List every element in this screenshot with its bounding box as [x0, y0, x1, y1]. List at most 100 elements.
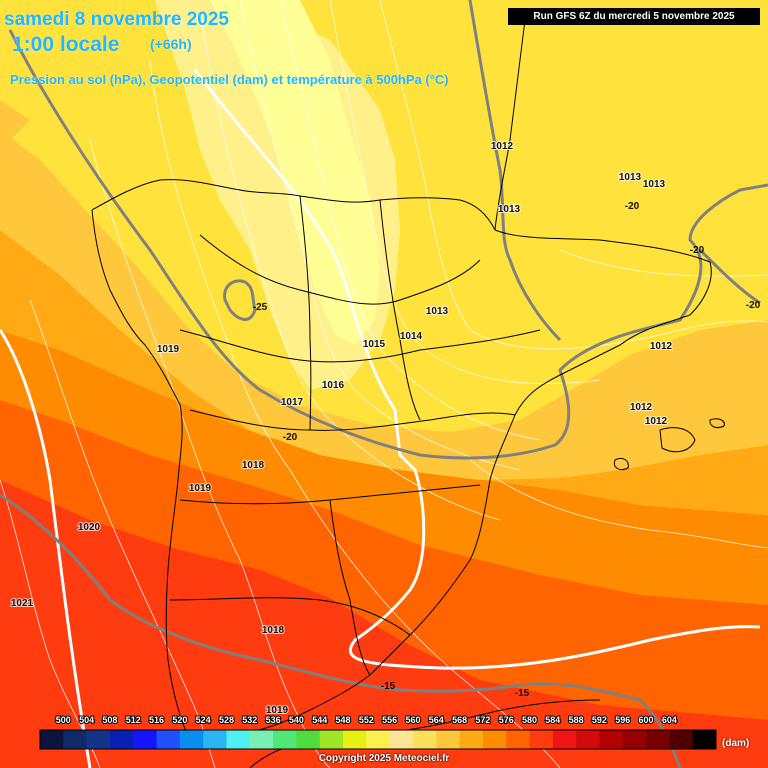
inner-border-3 — [189, 409, 516, 431]
legend-swatch — [482, 730, 507, 749]
isobar-1012-south — [469, 459, 768, 549]
legend-tick-label: 596 — [615, 715, 630, 725]
legend-swatch — [296, 730, 321, 749]
legend-tick-label: 588 — [569, 715, 584, 725]
pressure-label: 1019 — [189, 483, 212, 494]
temperature-label: -20 — [283, 432, 298, 443]
legend-tick-label: 548 — [336, 715, 351, 725]
legend-swatch — [576, 730, 600, 749]
legend-tick-label: 524 — [196, 715, 211, 725]
pressure-label: 1012 — [650, 341, 673, 352]
legend-swatch — [389, 730, 414, 749]
pressure-label: 1013 — [643, 179, 666, 190]
pressure-label: 1021 — [11, 598, 34, 609]
legend-tick-label: 504 — [79, 715, 94, 725]
geopotential-contour-north — [193, 69, 761, 670]
legend-swatch — [529, 730, 554, 749]
legend-swatch — [506, 730, 531, 749]
inner-border-8 — [329, 499, 371, 676]
legend-tick-label: 572 — [475, 715, 490, 725]
legend-swatch — [226, 730, 251, 749]
band-572-left — [0, 230, 768, 515]
legend-tick-label: 532 — [242, 715, 257, 725]
forecast-lead-time: (+66h) — [150, 36, 192, 52]
legend-tick-label: 516 — [149, 715, 164, 725]
pressure-label: 1013 — [619, 172, 642, 183]
legend-tick-label: 528 — [219, 715, 234, 725]
legend-tick-label: 600 — [639, 715, 654, 725]
geopotential-contours — [0, 69, 761, 768]
isobar-1020 — [29, 299, 216, 768]
legend-swatch — [86, 730, 111, 749]
pressure-label: 1018 — [262, 625, 285, 636]
legend-tick-label: 580 — [522, 715, 537, 725]
legend-tick-label: 556 — [382, 715, 397, 725]
isobar-1018 — [149, 59, 561, 768]
pressure-label: 1012 — [491, 141, 514, 152]
legend-swatch — [646, 730, 670, 749]
pressure-label: 1019 — [266, 705, 289, 716]
forecast-date: samedi 8 novembre 2025 — [4, 9, 229, 30]
pressure-label: 1015 — [363, 339, 386, 350]
legend-swatch — [622, 730, 647, 749]
france-border — [494, 19, 526, 231]
legend-swatch — [669, 730, 694, 749]
pressure-label: 1019 — [157, 344, 180, 355]
legend-tick-label: 544 — [312, 715, 327, 725]
geopotential-legend: 500 504 508 512 516 520 524 528 532 536 540 544 548 5… — [39, 714, 717, 750]
legend-swatch — [133, 730, 158, 749]
borders — [91, 19, 725, 768]
inner-border-2 — [179, 329, 541, 363]
temperature-label: -20 — [690, 245, 705, 256]
legend-tick-label: 584 — [545, 715, 560, 725]
isobar-1017 — [199, 9, 501, 521]
isotherm-minus15 — [0, 493, 682, 768]
legend-tick-label: 520 — [172, 715, 187, 725]
legend-tick-label: 508 — [102, 715, 117, 725]
coastline-west — [91, 209, 191, 741]
legend-tick-label: 604 — [662, 715, 677, 725]
isobar-1019 — [89, 139, 331, 768]
pressure-label: 1012 — [630, 402, 653, 413]
legend-tick-label: 552 — [359, 715, 374, 725]
legend-swatch — [343, 730, 367, 749]
legend-swatch — [109, 730, 134, 749]
copyright-notice: Copyright 2025 Meteociel.fr — [318, 753, 450, 764]
geopotential-contour-west — [0, 329, 92, 768]
legend-tick-label: 536 — [266, 715, 281, 725]
legend-swatch — [249, 730, 274, 749]
isobar-1014 — [329, 0, 601, 385]
pressure-label: 1016 — [322, 380, 345, 391]
legend-frame — [39, 729, 717, 750]
inner-border-7 — [379, 199, 421, 421]
legend-swatch — [63, 730, 88, 749]
coastline-east — [249, 314, 691, 733]
legend-swatch — [599, 730, 624, 749]
border-pyrenees — [494, 229, 712, 316]
menorca — [709, 418, 725, 429]
legend-tick-label: 592 — [592, 715, 607, 725]
pressure-label: 1013 — [498, 204, 521, 215]
pressure-label: 1020 — [78, 522, 101, 533]
isobar-1015 — [279, 0, 541, 441]
pressure-label: 1013 — [426, 306, 449, 317]
legend-swatch — [156, 730, 181, 749]
legend-tick-label: 512 — [126, 715, 141, 725]
legend-swatch — [203, 730, 227, 749]
band-568-left-edge — [0, 100, 30, 150]
band-584 — [0, 480, 768, 768]
legend-swatch — [459, 730, 484, 749]
legend-swatch — [692, 730, 717, 749]
legend-swatch — [436, 730, 461, 749]
legend-swatch — [552, 730, 577, 749]
inner-border-1 — [199, 234, 481, 305]
legend-swatch — [319, 730, 344, 749]
pressure-label: 1012 — [645, 416, 668, 427]
legend-tick-label: 500 — [56, 715, 71, 725]
isotherm-minus20 — [8, 29, 768, 460]
isobar-1016 — [239, 0, 521, 471]
